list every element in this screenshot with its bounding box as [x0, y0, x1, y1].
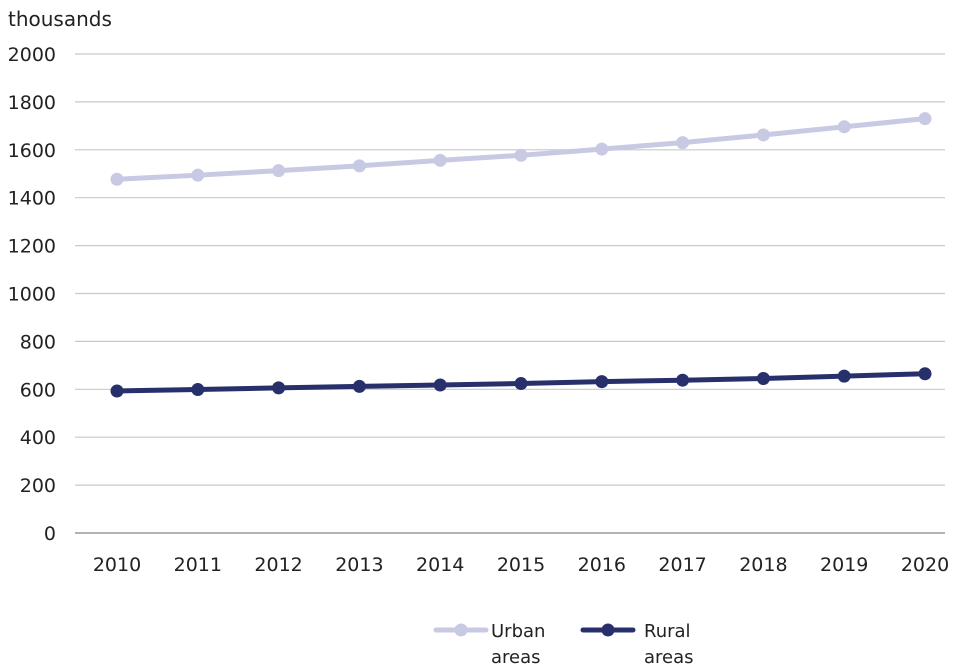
- data-point: [676, 136, 690, 150]
- y-tick-label: 200: [20, 475, 56, 497]
- legend-label: Urban: [491, 621, 545, 642]
- x-tick-label: 2013: [335, 554, 383, 576]
- data-point: [918, 112, 932, 126]
- data-point: [433, 153, 447, 167]
- legend-swatch-marker: [601, 623, 615, 637]
- data-point: [756, 372, 770, 386]
- y-tick-label: 1000: [8, 284, 56, 306]
- data-point: [595, 142, 609, 156]
- legend-label: Rural: [644, 621, 691, 642]
- x-tick-label: 2012: [254, 554, 302, 576]
- x-tick-label: 2017: [658, 554, 706, 576]
- data-point: [514, 377, 528, 391]
- data-point: [352, 159, 366, 173]
- data-point: [110, 172, 124, 186]
- legend: Urban areas Rural areas: [433, 621, 694, 666]
- y-tick-label: 2000: [8, 44, 56, 66]
- legend-label: areas: [491, 647, 541, 666]
- x-tick-label: 2015: [497, 554, 545, 576]
- series-1: [110, 367, 932, 398]
- series-0: [110, 112, 932, 186]
- data-point: [918, 367, 932, 381]
- data-point: [756, 128, 770, 142]
- y-tick-label: 1400: [8, 188, 56, 210]
- y-tick-label: 1800: [8, 92, 56, 114]
- data-point: [272, 164, 286, 178]
- data-point: [514, 148, 528, 162]
- y-tick-label: 400: [20, 427, 56, 449]
- legend-label: areas: [644, 647, 694, 666]
- data-point: [352, 379, 366, 393]
- data-point: [433, 378, 447, 392]
- y-tick-label: 800: [20, 331, 56, 353]
- y-tick-label: 0: [44, 523, 56, 545]
- y-tick-label: 600: [20, 379, 56, 401]
- x-tick-label: 2011: [174, 554, 222, 576]
- y-tick-label: 1200: [8, 236, 56, 258]
- data-point: [191, 168, 205, 182]
- x-axis-ticks: 2010 2011 2012 2013 2014 2015 2016 2017 2018 2019…: [93, 554, 949, 576]
- data-point: [837, 369, 851, 383]
- data-point: [837, 120, 851, 134]
- data-point: [191, 383, 205, 397]
- data-point: [676, 373, 690, 387]
- data-point: [595, 375, 609, 389]
- legend-swatch-marker: [454, 623, 468, 637]
- x-tick-label: 2014: [416, 554, 464, 576]
- x-tick-label: 2016: [578, 554, 626, 576]
- y-axis-ticks: 0 200 400 600 800 1000 1200 1400 1600 1800 2000: [8, 44, 56, 545]
- x-tick-label: 2019: [820, 554, 868, 576]
- legend-item-0: Urban areas: [433, 621, 545, 666]
- x-tick-label: 2010: [93, 554, 141, 576]
- data-point: [110, 384, 124, 398]
- y-tick-label: 1600: [8, 140, 56, 162]
- data-point: [272, 381, 286, 395]
- x-tick-label: 2020: [901, 554, 949, 576]
- x-tick-label: 2018: [739, 554, 787, 576]
- y-axis-unit-label: thousands: [8, 7, 112, 31]
- legend-item-1: Rural areas: [580, 621, 694, 666]
- series-layer: [110, 112, 932, 398]
- gridlines: [75, 53, 945, 534]
